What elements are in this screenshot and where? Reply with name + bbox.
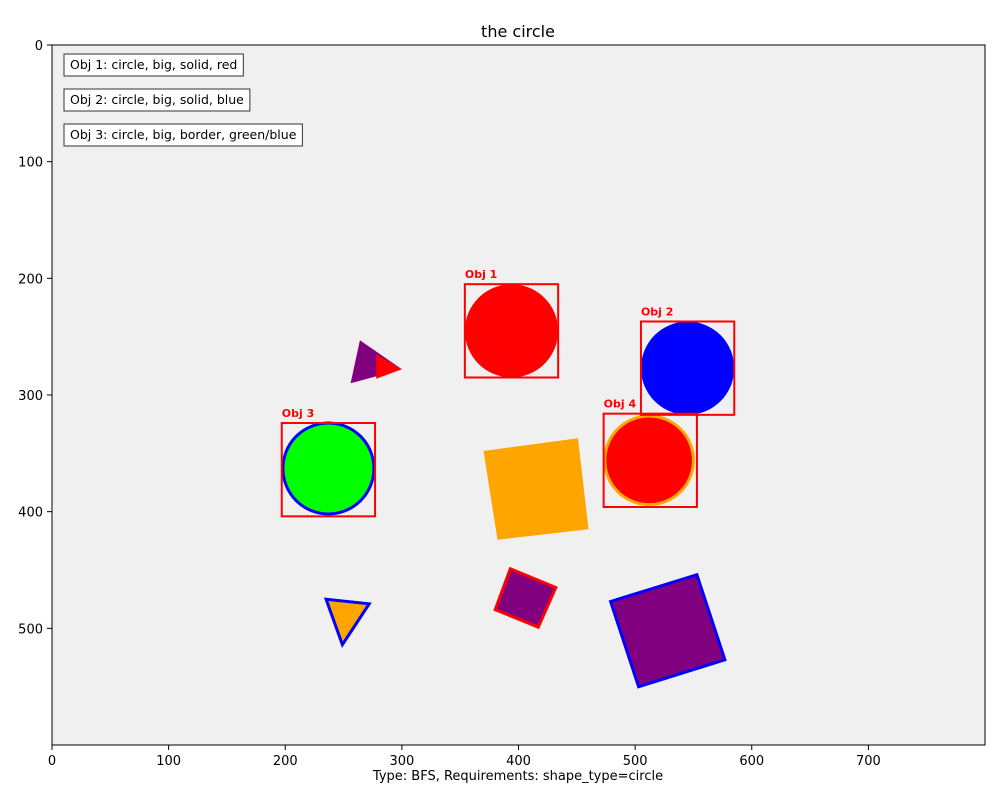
triangle-shape xyxy=(323,597,372,649)
circle-shape xyxy=(464,284,559,378)
bounding-boxes-layer: Obj 1 Obj 2 Obj 3 Obj 4 xyxy=(280,268,736,518)
legend-entry: Obj 1: circle, big, solid, red xyxy=(63,53,244,77)
x-axis: 0 100 200 300 400 500 600 700 xyxy=(48,745,881,769)
x-tick-label: 0 xyxy=(48,754,56,769)
chart-caption: Type: BFS, Requirements: shape_type=circ… xyxy=(372,769,663,784)
triangle-shape xyxy=(376,354,402,379)
legend-entry-text: Obj 2: circle, big, solid, blue xyxy=(70,92,244,107)
legend-entry-text: Obj 1: circle, big, solid, red xyxy=(70,57,237,72)
square-shape xyxy=(493,566,558,630)
object-label: Obj 3 xyxy=(282,407,314,420)
object-label: Obj 1 xyxy=(465,268,497,281)
legend-entry: Obj 2: circle, big, solid, blue xyxy=(63,88,251,112)
chart-title: the circle xyxy=(481,22,555,41)
y-tick-label: 300 xyxy=(18,389,43,404)
legend-entry-box xyxy=(63,123,303,147)
object-label: Obj 2 xyxy=(641,306,673,319)
x-tick-label: 200 xyxy=(273,754,298,769)
bounding-box xyxy=(463,283,560,379)
x-tick-label: 100 xyxy=(156,754,181,769)
y-tick-label: 200 xyxy=(18,272,43,287)
circle-shape xyxy=(603,414,695,507)
square-shape xyxy=(608,572,727,689)
x-tick-label: 300 xyxy=(389,754,414,769)
x-tick-label: 500 xyxy=(623,754,648,769)
circle-shape xyxy=(640,321,735,415)
legend: Obj 1: circle, big, solid, red Obj 2: cir… xyxy=(63,53,303,147)
square-shape xyxy=(483,438,589,540)
plot-area xyxy=(52,45,985,745)
legend-entry-text: Obj 3: circle, big, border, green/blue xyxy=(70,127,297,142)
object-label: Obj 4 xyxy=(604,398,637,411)
y-tick-label: 0 xyxy=(35,39,43,54)
legend-entry-box xyxy=(63,53,244,77)
y-axis: 0 100 200 300 400 500 xyxy=(18,39,52,637)
x-tick-label: 700 xyxy=(856,754,881,769)
y-tick-label: 400 xyxy=(18,506,43,521)
bounding-box xyxy=(639,320,736,416)
circle-shape xyxy=(281,421,376,516)
x-tick-label: 400 xyxy=(506,754,531,769)
y-tick-label: 100 xyxy=(18,156,43,171)
bounding-box xyxy=(280,422,377,518)
shapes-layer xyxy=(281,284,735,689)
x-tick-label: 600 xyxy=(739,754,764,769)
legend-entry-box xyxy=(63,88,251,112)
legend-entry: Obj 3: circle, big, border, green/blue xyxy=(63,123,303,147)
y-tick-label: 500 xyxy=(18,622,43,637)
bounding-box xyxy=(602,412,698,508)
